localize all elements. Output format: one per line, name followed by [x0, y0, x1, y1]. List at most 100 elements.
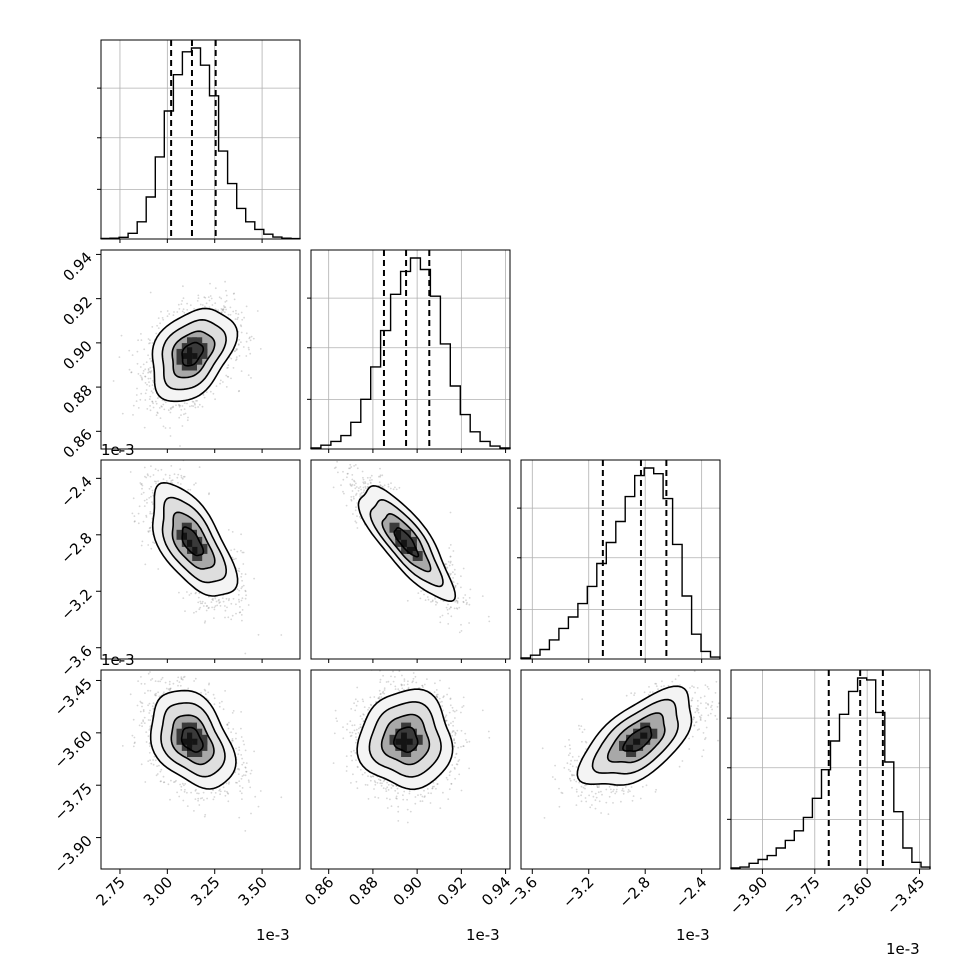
- scatter-point: [359, 486, 362, 488]
- scatter-point: [369, 476, 372, 479]
- scatter-point: [179, 445, 181, 447]
- density-cell: [640, 734, 651, 745]
- scatter-point: [112, 380, 115, 382]
- scatter-point: [362, 713, 365, 715]
- scatter-point: [238, 355, 241, 357]
- scatter-point: [199, 660, 201, 662]
- scatter-point: [201, 797, 204, 799]
- scatter-point: [161, 317, 164, 319]
- scatter-point: [448, 788, 451, 791]
- scatter-point: [430, 601, 432, 603]
- axes-frame: [100, 249, 301, 450]
- scatter-point: [144, 375, 147, 378]
- scatter-point: [149, 291, 152, 294]
- scatter-point: [257, 633, 260, 636]
- scatter-point: [149, 759, 152, 762]
- scatter-point: [132, 745, 135, 748]
- scatter-point: [340, 484, 342, 487]
- contour-line: [171, 330, 216, 379]
- scatter-point: [141, 725, 144, 728]
- scatter-point: [438, 697, 441, 700]
- scatter-point: [348, 467, 350, 470]
- scatter-point: [142, 520, 145, 523]
- scatter-point: [569, 770, 572, 773]
- scatter-point: [575, 780, 578, 783]
- scatter-point: [170, 479, 173, 482]
- scatter-point: [378, 475, 380, 478]
- scatter-point: [382, 690, 385, 693]
- scatter-point: [149, 395, 152, 398]
- scatter-point: [181, 425, 184, 427]
- scatter-point: [240, 573, 243, 575]
- scatter-point: [351, 478, 354, 481]
- scatter-point: [350, 499, 353, 502]
- scatter-point: [241, 787, 244, 789]
- scatter-point: [147, 474, 149, 477]
- scatter-point: [137, 512, 140, 515]
- scatter-point: [183, 790, 186, 793]
- scatter-point: [231, 531, 234, 533]
- scatter-point: [151, 501, 153, 504]
- scatter-point: [349, 463, 352, 466]
- scatter-point: [147, 735, 150, 738]
- density-cell: [401, 543, 412, 554]
- scatter-point: [192, 405, 195, 407]
- scatter-point: [622, 790, 625, 792]
- scatter-point: [698, 715, 701, 718]
- scatter-point: [118, 356, 121, 358]
- scatter-point: [237, 767, 240, 770]
- scatter-point: [182, 799, 185, 802]
- scatter-point: [212, 392, 215, 395]
- contour-line: [170, 714, 215, 766]
- density-cell: [187, 728, 197, 739]
- scatter-point: [189, 405, 191, 408]
- scatter-point: [244, 774, 247, 777]
- scatter-point: [133, 742, 136, 745]
- scatter-point: [455, 709, 458, 712]
- scatter-point: [238, 816, 241, 819]
- scatter-point: [212, 597, 214, 600]
- scatter-point: [235, 737, 237, 740]
- scatter-point: [193, 810, 195, 812]
- scatter-point: [541, 747, 544, 750]
- scatter-point: [369, 455, 371, 457]
- scatter-point: [249, 339, 252, 342]
- scatter-point: [226, 792, 229, 794]
- scatter-point: [227, 313, 230, 316]
- scatter-point: [179, 483, 182, 485]
- scatter-point: [219, 605, 222, 607]
- x-scale-label: 1e-3: [256, 926, 290, 944]
- contour-line: [356, 688, 454, 791]
- contour-line: [380, 713, 431, 766]
- scatter-point: [181, 300, 184, 302]
- scatter-point: [247, 779, 250, 782]
- scatter-point: [451, 731, 454, 733]
- scatter-point: [402, 798, 405, 801]
- x-tick-label: 3.50: [235, 873, 271, 909]
- scatter-point: [198, 466, 201, 468]
- scatter-point: [243, 316, 246, 319]
- scatter-point: [216, 604, 219, 607]
- scatter-point: [569, 752, 571, 755]
- axes-frame: [310, 459, 511, 660]
- scatter-point: [435, 689, 438, 691]
- scatter-point: [224, 311, 226, 314]
- scatter-point: [146, 502, 148, 504]
- scatter-point: [155, 692, 158, 695]
- scatter-point: [233, 350, 236, 353]
- scatter-point: [355, 486, 358, 488]
- scatter-point: [195, 610, 198, 613]
- scatter-point: [446, 693, 448, 696]
- scatter-point: [224, 301, 227, 303]
- scatter-point: [455, 599, 458, 602]
- scatter-point: [580, 794, 582, 797]
- panel-3-2: [520, 669, 721, 870]
- scatter-point: [204, 296, 207, 299]
- scatter-point: [140, 483, 143, 485]
- scatter-point: [394, 676, 396, 678]
- scatter-point: [387, 783, 390, 786]
- scatter-point: [350, 782, 352, 784]
- scatter-point: [232, 367, 235, 369]
- scatter-point: [155, 482, 157, 485]
- scatter-point: [219, 790, 222, 793]
